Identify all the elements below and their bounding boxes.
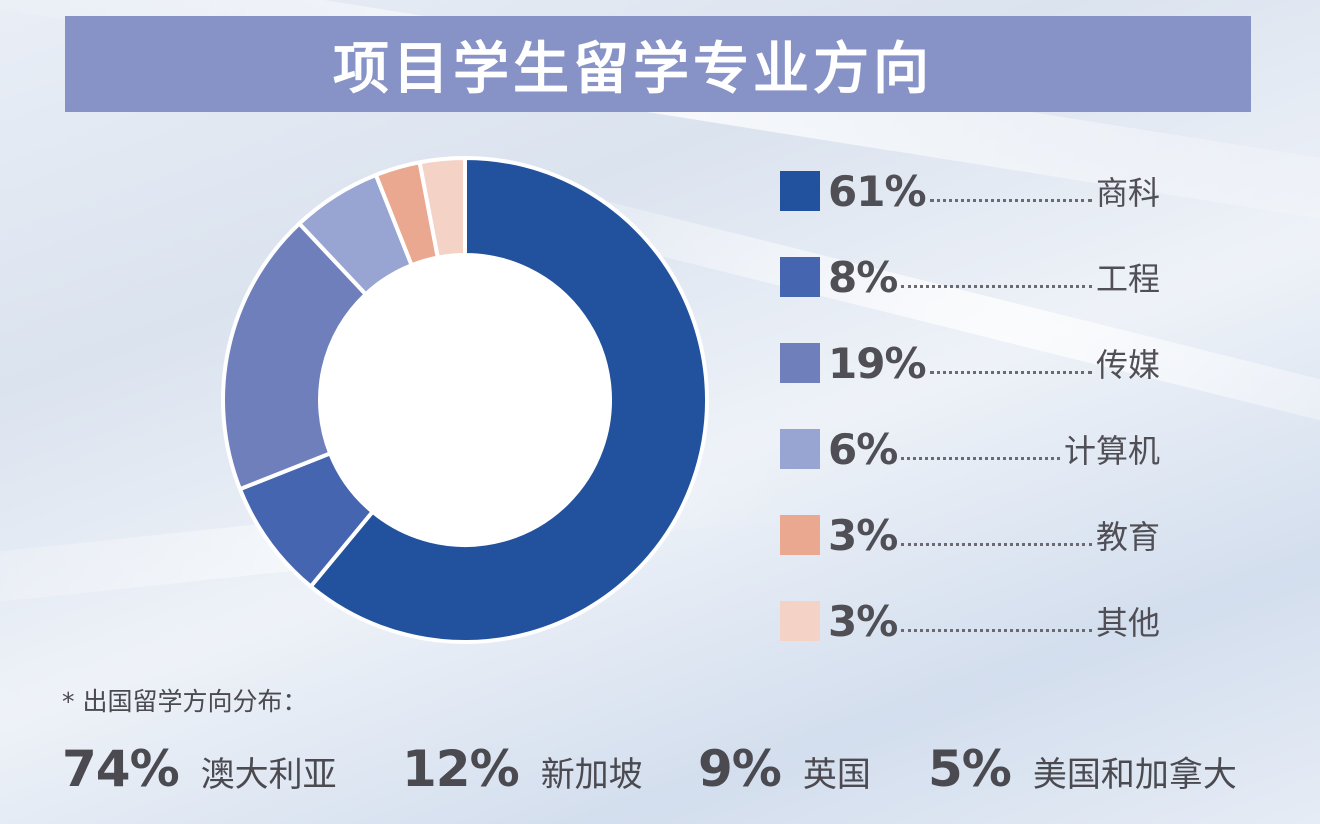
legend-swatch (780, 171, 820, 211)
legend-leader-dots (901, 284, 1092, 288)
destination-percent: 74% (62, 740, 180, 798)
legend-leader-dots (901, 628, 1092, 632)
destination-distribution: 74% 澳大利亚 12% 新加坡 9% 英国 5% 美国和加拿大 (62, 740, 1292, 804)
destination-item: 5% 美国和加拿大 (928, 740, 1237, 798)
destination-percent: 12% (402, 740, 520, 798)
destination-percent: 9% (698, 740, 782, 798)
legend-item: 3% 其他 (780, 578, 1160, 664)
legend-swatch (780, 429, 820, 469)
legend-percent: 3% (828, 596, 898, 646)
legend-percent: 61% (828, 166, 927, 216)
legend-item: 3% 教育 (780, 492, 1160, 578)
legend-percent: 19% (828, 338, 927, 388)
destination-name: 英国 (802, 755, 871, 795)
legend-percent: 8% (828, 252, 898, 302)
legend-percent: 3% (828, 510, 898, 560)
legend-item: 6% 计算机 (780, 406, 1160, 492)
legend-category: 计算机 (1063, 432, 1160, 470)
donut-chart (221, 155, 709, 644)
legend-category: 商科 (1095, 174, 1160, 212)
chart-legend: 61% 商科 8% 工程 19% 传媒 6% 计算机 3% 教育 3% 其他 (780, 148, 1160, 664)
title-bar: 项目学生留学专业方向 (65, 16, 1251, 112)
legend-percent: 6% (828, 424, 898, 474)
legend-item: 61% 商科 (780, 148, 1160, 234)
legend-leader-dots (929, 370, 1092, 374)
legend-category: 工程 (1095, 260, 1160, 298)
destination-name: 澳大利亚 (200, 755, 337, 795)
chart-title: 项目学生留学专业方向 (333, 36, 933, 102)
donut-hole (320, 255, 610, 545)
destination-item: 74% 澳大利亚 (62, 740, 337, 798)
legend-category: 教育 (1095, 518, 1160, 556)
legend-leader-dots (929, 198, 1092, 202)
legend-item: 8% 工程 (780, 234, 1160, 320)
legend-category: 其他 (1095, 604, 1160, 642)
destination-name: 美国和加拿大 (1032, 755, 1237, 795)
legend-item: 19% 传媒 (780, 320, 1160, 406)
footnote: * 出国留学方向分布： (62, 687, 308, 716)
legend-leader-dots (901, 542, 1092, 546)
legend-leader-dots (901, 456, 1060, 460)
destination-item: 9% 英国 (698, 740, 871, 798)
legend-swatch (780, 601, 820, 641)
legend-swatch (780, 343, 820, 383)
destination-percent: 5% (928, 740, 1012, 798)
destination-item: 12% 新加坡 (402, 740, 643, 798)
legend-category: 传媒 (1095, 346, 1160, 384)
legend-swatch (780, 257, 820, 297)
destination-name: 新加坡 (540, 755, 643, 795)
legend-swatch (780, 515, 820, 555)
